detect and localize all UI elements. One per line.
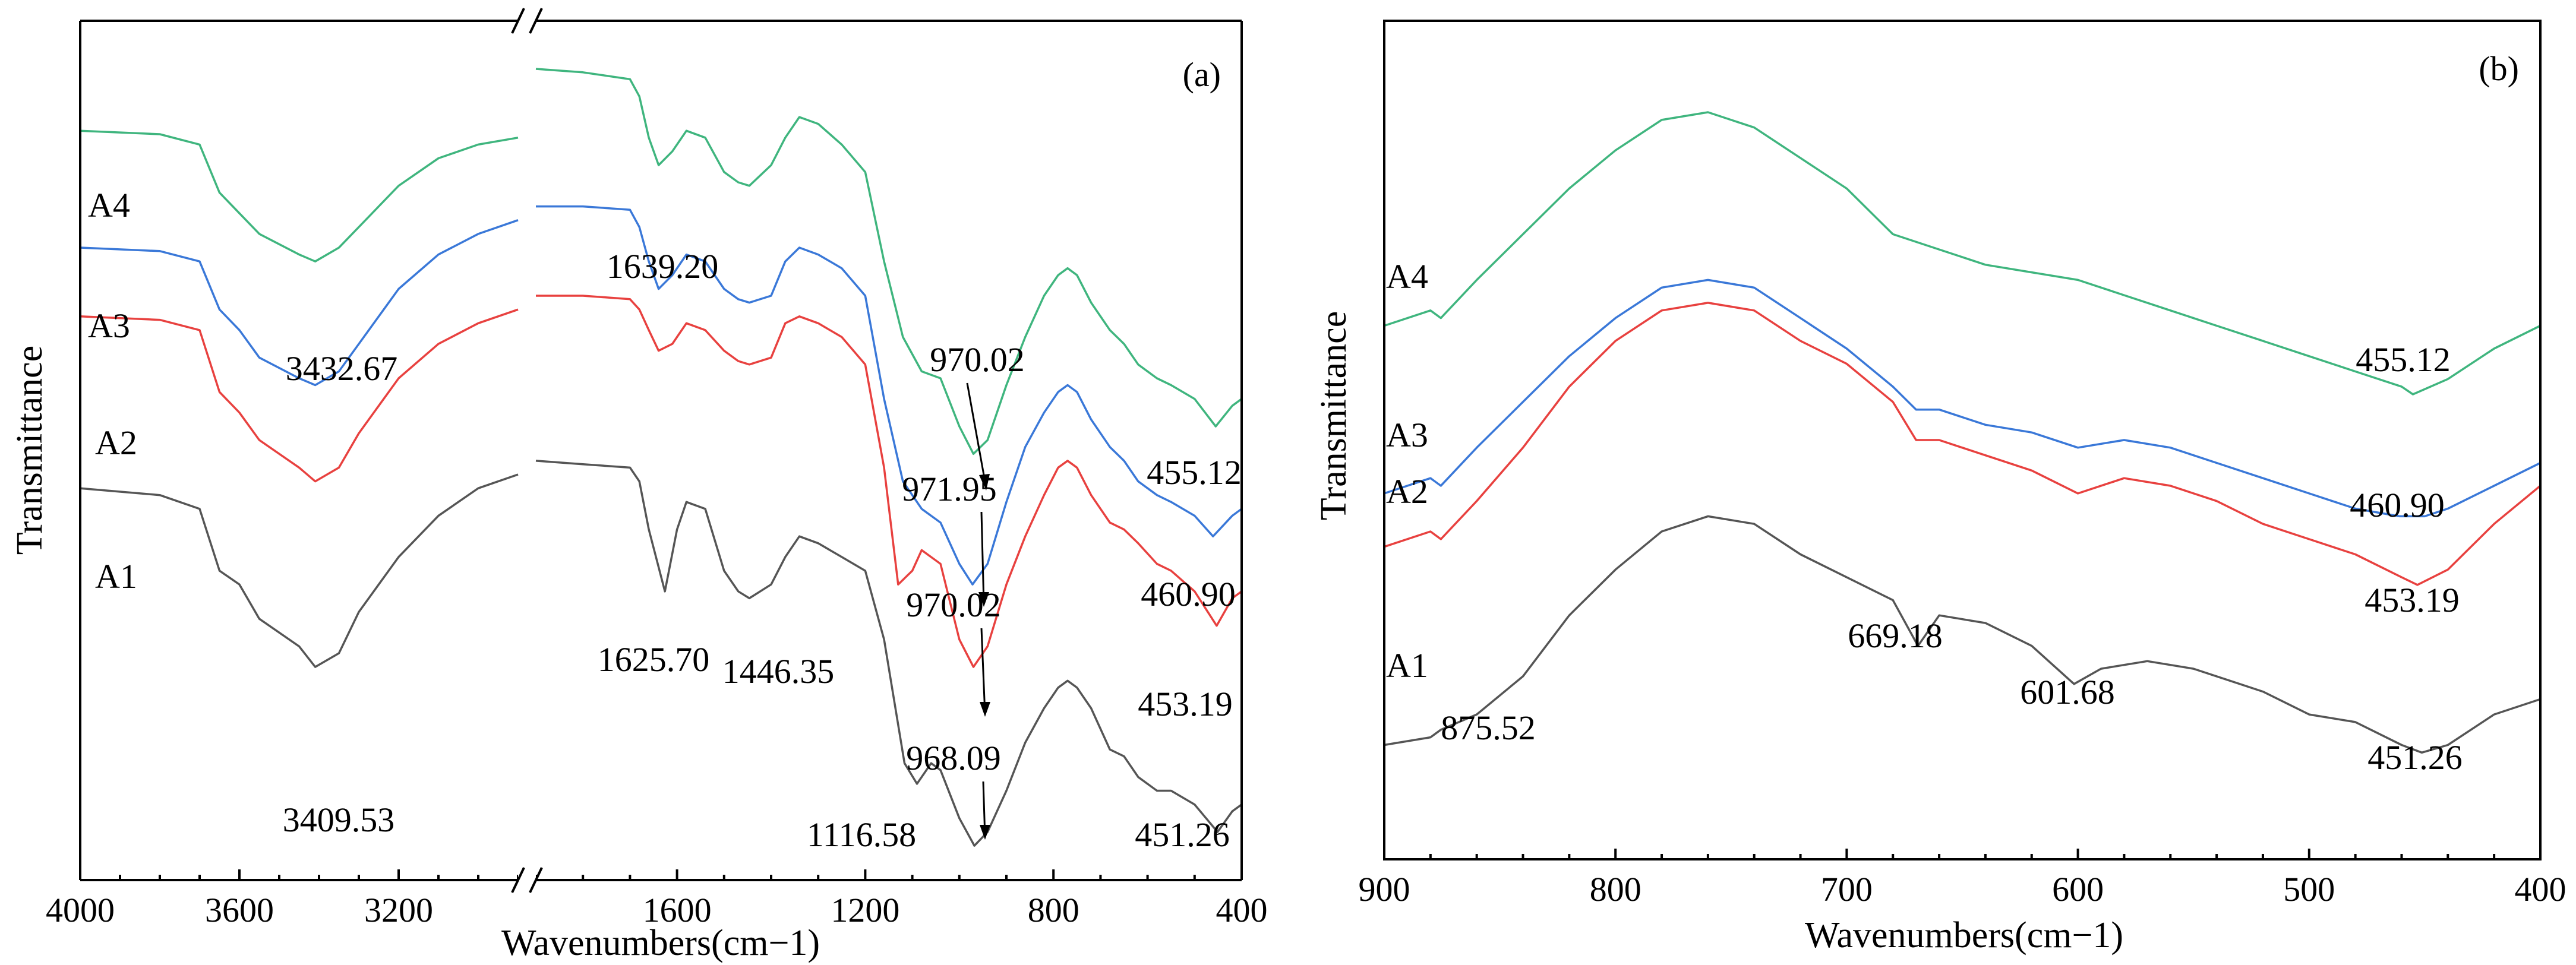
arrowhead-a2-970 [980, 702, 990, 717]
peak-label-a1-1625: 1625.70 [598, 640, 710, 679]
panel-a-series-a4-fingerprint [535, 68, 1243, 455]
arrow-a4-970 [966, 382, 987, 489]
b-peak-label-a3-460: 460.90 [2350, 486, 2445, 524]
peak-label-a1-451: 451.26 [1135, 815, 1230, 854]
panel-a-series-a2-fingerprint [536, 295, 1243, 668]
panel-b-series-a2 [1384, 302, 2542, 586]
panel-a-x-tick-label: 400 [1216, 891, 1268, 929]
panel-b-curves [1384, 111, 2542, 754]
panel-b-x-tick-label: 700 [1821, 870, 1873, 909]
panel-b-label: (b) [2479, 49, 2519, 88]
panel-b-x-tick-label: 600 [2052, 870, 2104, 909]
peak-label-a1-3409: 3409.53 [283, 801, 395, 839]
panel-b-x-tick-label: 400 [2515, 870, 2566, 909]
panel-b-x-tick-label: 900 [1359, 870, 1410, 909]
panel-b-series-a1 [1384, 515, 2541, 754]
panel-b-x-axis-title: Wavenumbers(cm−1) [1805, 915, 2123, 955]
panel-b-series-label-a4: A4 [1386, 257, 1428, 296]
panel-b-series-label-a1: A1 [1386, 646, 1428, 685]
peak-label-a4-3432: 3432.67 [286, 349, 398, 388]
peak-label-a2-453: 453.19 [1138, 685, 1233, 723]
panel-b: 900 800 700 600 500 400 (b) Transmittance Wav… [1314, 20, 2566, 955]
peak-label-a2-970: 970.02 [906, 586, 1001, 624]
panel-a-x-tick-label: 800 [1028, 891, 1079, 929]
b-peak-label-a2-453: 453.19 [2365, 581, 2460, 619]
panel-a: 4000 3600 3200 1600 1200 800 400 (a) Transmitt… [10, 8, 1268, 963]
axis-break-top [511, 8, 543, 34]
panel-a-x-tick-label: 4000 [46, 891, 115, 929]
peak-label-a4-1639: 1639.20 [607, 247, 719, 286]
panel-a-x-tick-label: 3600 [205, 891, 274, 929]
panel-a-x-axis-title: Wavenumbers(cm−1) [501, 923, 820, 963]
panel-a-x-tick-label: 1600 [643, 891, 712, 929]
panel-a-series-a3-fingerprint [536, 205, 1243, 586]
b-peak-label-a1-669: 669.18 [1848, 616, 1943, 655]
panel-b-series-a4 [1384, 111, 2541, 396]
panel-a-series-label-a3: A3 [88, 306, 130, 345]
arrow-a2-970 [980, 628, 986, 715]
panel-a-ticks: 4000 3600 3200 1600 1200 800 400 [46, 869, 1268, 929]
panel-a-series-label-a1: A1 [95, 557, 137, 596]
peak-arrows [966, 382, 990, 840]
peak-label-a3-460: 460.90 [1141, 575, 1236, 613]
panel-a-series-label-a2: A2 [95, 423, 137, 462]
peak-label-a1-1116: 1116.58 [807, 815, 916, 854]
panel-a-y-axis-title: Transmittance [10, 346, 50, 555]
panel-a-series-a2-oh-region [80, 308, 519, 483]
axis-break-bottom [511, 867, 543, 893]
panel-a-label: (a) [1183, 55, 1221, 94]
panel-b-frame [1383, 20, 2542, 860]
panel-b-x-tick-label: 800 [1590, 870, 1641, 909]
panel-a-x-tick-label: 3200 [364, 891, 433, 929]
panel-a-series-a1-fingerprint [535, 460, 1243, 847]
panel-b-series-a3 [1384, 279, 2541, 518]
peak-label-a4-970: 970.02 [930, 340, 1025, 379]
panel-b-x-tick-label: 500 [2283, 870, 2335, 909]
arrowhead-a4-970 [979, 474, 990, 491]
panel-b-ticks: 900 800 700 600 500 400 [1359, 849, 2566, 909]
b-peak-label-a1-601: 601.68 [2020, 673, 2115, 711]
peak-label-a1-1446: 1446.35 [722, 652, 835, 691]
arrowhead-a3-971 [978, 592, 989, 607]
panel-b-series-label-a2: A2 [1386, 472, 1428, 511]
panel-a-series-a1-oh-region [80, 473, 519, 668]
panel-b-y-axis-title: Transmittance [1314, 311, 1354, 520]
panel-a-curves [80, 68, 1243, 847]
peak-label-a4-455: 455.12 [1147, 453, 1242, 492]
arrow-a3-971 [980, 511, 985, 605]
b-peak-label-a1-875: 875.52 [1441, 708, 1536, 747]
b-peak-label-a4-455: 455.12 [2356, 340, 2451, 379]
panel-a-series-a4-oh-region [80, 129, 519, 262]
b-peak-label-a1-451: 451.26 [2367, 738, 2463, 777]
arrowhead-a1-968 [980, 825, 990, 840]
panel-a-x-tick-label: 1200 [831, 891, 899, 929]
panel-a-series-a3-oh-region [80, 219, 519, 387]
peak-label-a1-968: 968.09 [906, 739, 1001, 777]
panel-b-series-label-a3: A3 [1386, 416, 1428, 454]
panel-a-series-label-a4: A4 [88, 186, 130, 224]
